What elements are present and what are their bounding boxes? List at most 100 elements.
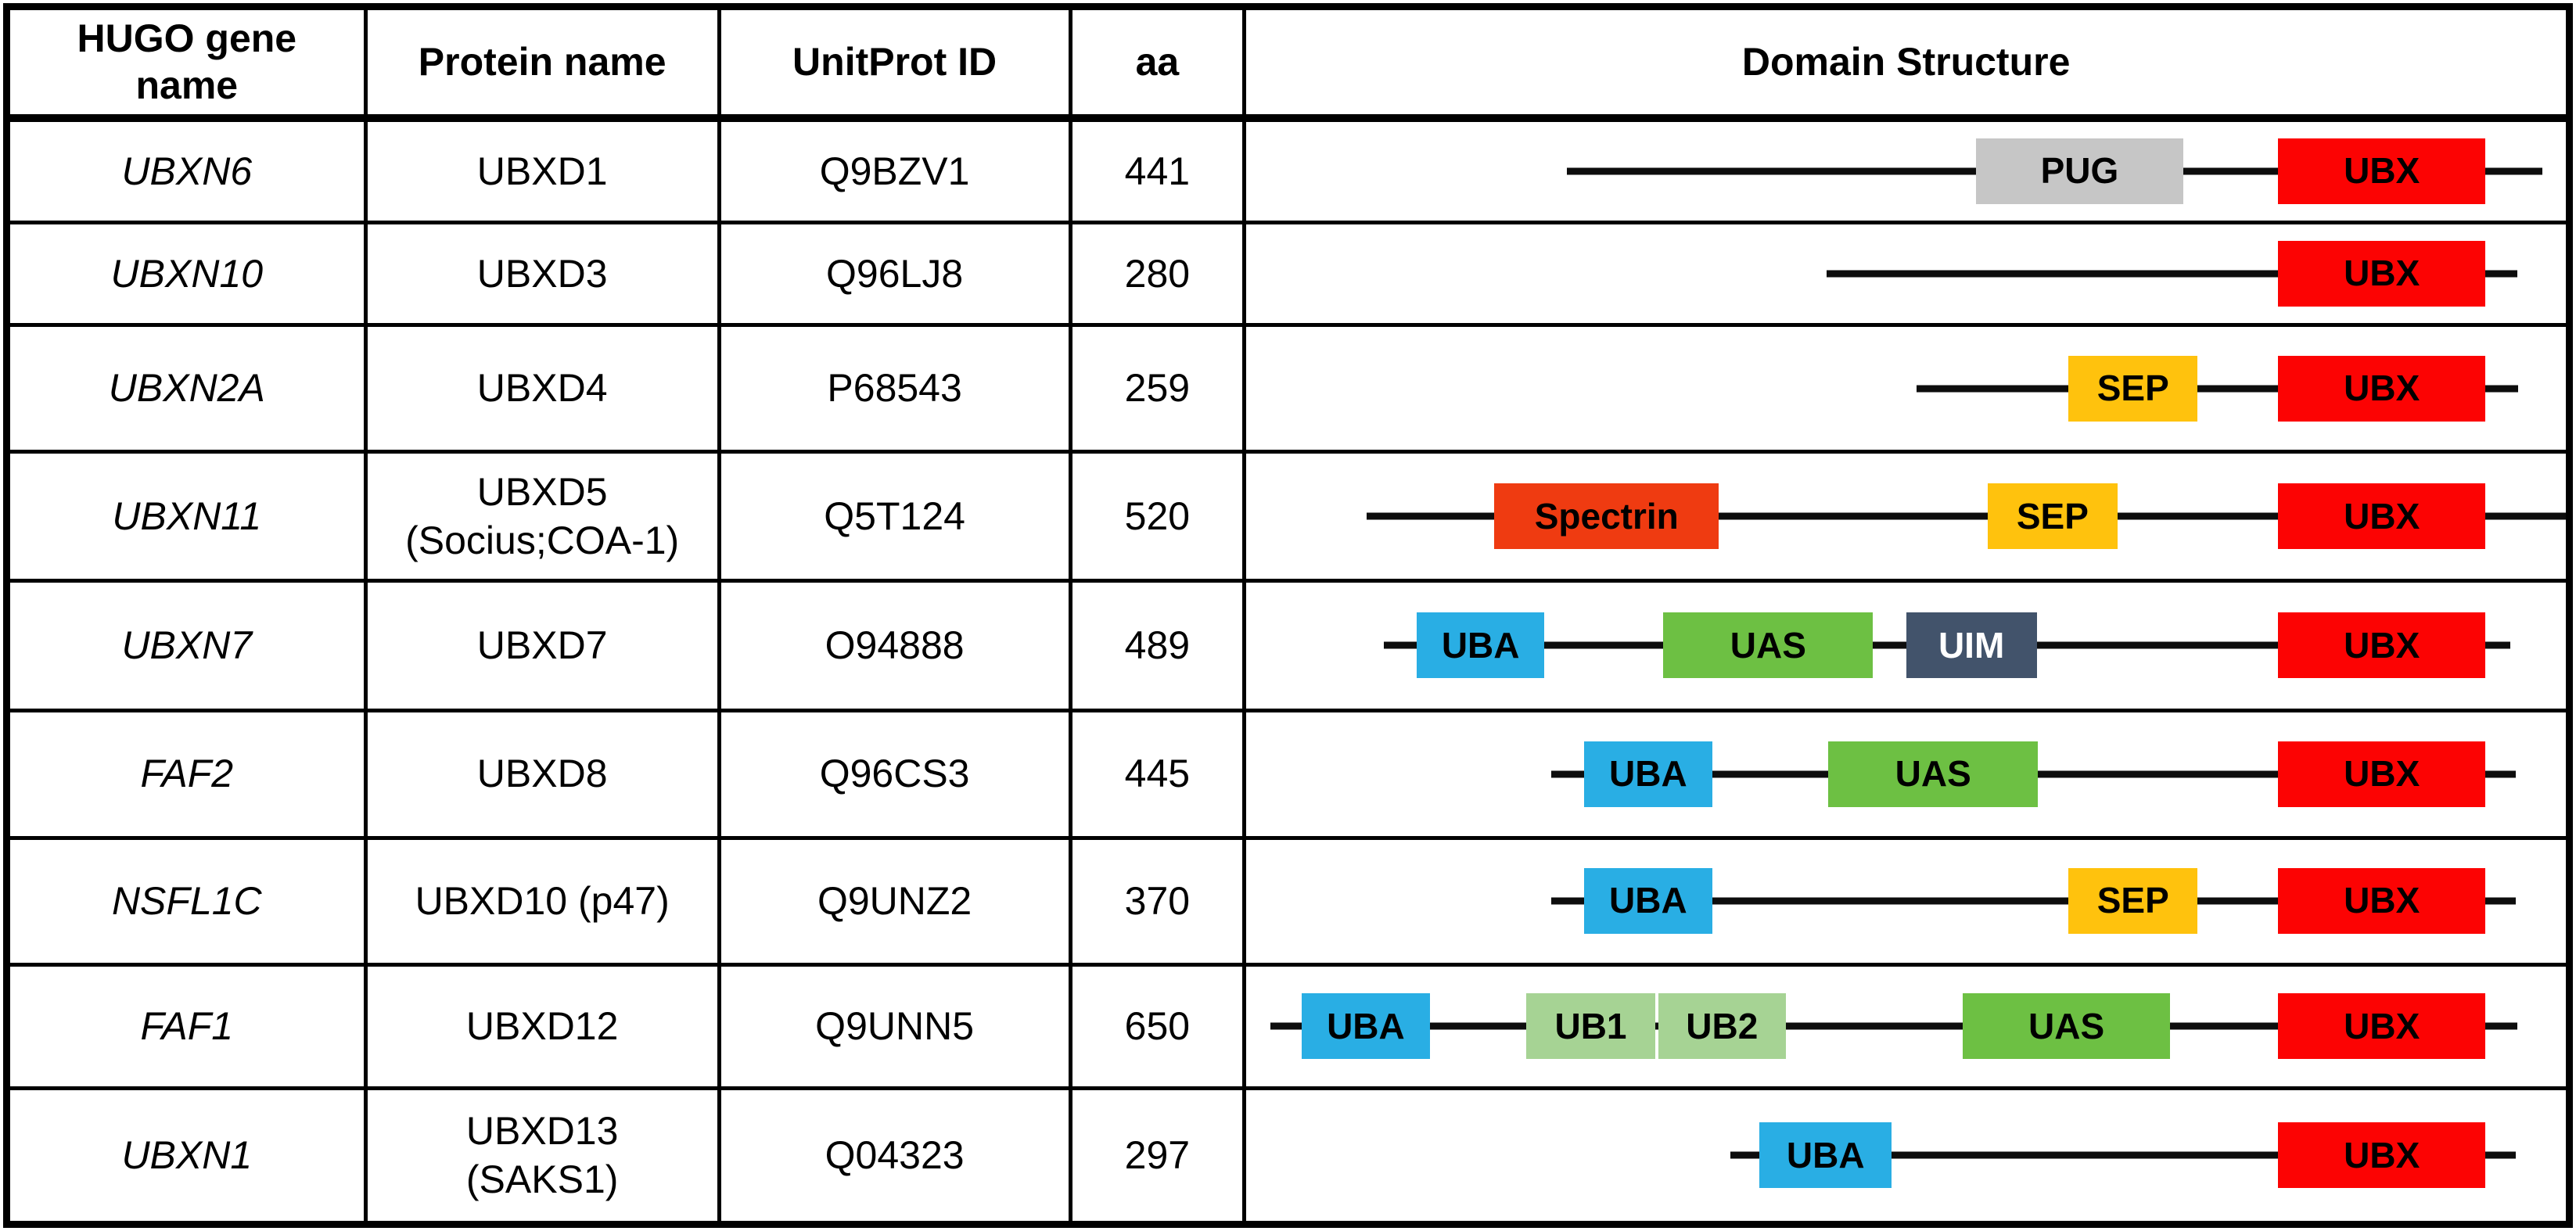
domain-diagram: PUG UBX [1248,122,2566,219]
uniprot-id: O94888 [717,579,1072,712]
uniprot-id: Q04323 [717,1086,1072,1227]
header-domain-structure: Domain Structure [1242,5,2571,122]
header-row: HUGO gene name Protein name UnitProt ID … [5,5,2571,122]
domain-box-uim: UIM [1906,612,2037,679]
protein-name: UBXD13 (SAKS1) [363,1086,721,1227]
uniprot-id: Q96CS3 [717,708,1072,840]
backbone-line [1270,1022,2517,1030]
backbone-line [1366,512,2566,520]
domain-box-ubx: UBX [2278,993,2486,1060]
gene-name: UBXN1 [5,1086,368,1227]
header-uniprot-id: UnitProt ID [717,5,1072,122]
aa-count: 650 [1068,962,1247,1090]
aa-count: 259 [1068,323,1247,454]
domain-box-uas: UAS [1963,993,2170,1060]
gene-name: UBXN7 [5,579,368,712]
protein-name: UBXD3 [363,221,721,328]
table-row: UBXN6 UBXD1 Q9BZV1 441 PUG UBX [5,115,2571,225]
domain-box-uba: UBA [1416,612,1545,679]
domain-box-ubx: UBX [2278,741,2486,807]
table-row: UBXN10 UBXD3 Q96LJ8 280 UBX [5,221,2571,328]
domain-box-sep: SEP [2068,868,2198,935]
domain-diagram: UBA SEP UBX [1248,842,2566,960]
uniprot-id: Q5T124 [717,450,1072,583]
domain-structure-cell: PUG UBX [1242,115,2571,225]
domain-structure-cell: Spectrin SEP UBX [1242,450,2571,583]
table-row: FAF2 UBXD8 Q96CS3 445 UBA UAS UBX [5,708,2571,840]
domain-box-ubx: UBX [2278,138,2486,204]
table-row: UBXN2A UBXD4 P68543 259 SEP UBX [5,323,2571,454]
aa-count: 441 [1068,115,1247,225]
domain-structure-cell: UBA UAS UBX [1242,708,2571,840]
domain-box-ubx: UBX [2278,355,2486,422]
gene-name: FAF1 [5,962,368,1090]
domain-box-uas: UAS [1663,612,1874,679]
domain-box-uba: UBA [1584,741,1712,807]
domain-box-ubx: UBX [2278,612,2486,679]
table-row: UBXN7 UBXD7 O94888 489 UBA UAS UIM UBX [5,579,2571,712]
backbone-line [1730,1151,2516,1159]
table-row: NSFL1C UBXD10 (p47) Q9UNZ2 370 UBA SEP UBX [5,835,2571,967]
backbone-line [1827,270,2517,278]
protein-name: UBXD8 [363,708,721,840]
backbone-line [1550,897,2516,905]
domain-structure-cell: UBA UB1 UB2 UAS UBX [1242,962,2571,1090]
gene-name: UBXN11 [5,450,368,583]
table-row: UBXN11 UBXD5 (Socius;COA-1) Q5T124 520 S… [5,450,2571,583]
table-row: FAF1 UBXD12 Q9UNN5 650 UBA UB1 UB2 UAS UBX [5,962,2571,1090]
domain-diagram: Spectrin SEP UBX [1248,456,2566,577]
domain-box-uas: UAS [1828,741,2039,807]
aa-count: 280 [1068,221,1247,328]
domain-box-ubx: UBX [2278,1122,2486,1189]
uniprot-id: Q9UNZ2 [717,835,1072,967]
domain-box-ub1: UB1 [1525,993,1656,1060]
gene-name: UBXN2A [5,323,368,454]
domain-structure-cell: UBA UAS UIM UBX [1242,579,2571,712]
domain-diagram: UBA UAS UBX [1248,714,2566,834]
protein-name: UBXD4 [363,323,721,454]
domain-diagram: UBX [1248,227,2566,321]
domain-diagram: UBA UB1 UB2 UAS UBX [1248,968,2566,1084]
domain-structure-cell: UBA SEP UBX [1242,835,2571,967]
aa-count: 520 [1068,450,1247,583]
domain-box-spectrin: Spectrin [1494,483,1719,550]
domain-diagram: SEP UBX [1248,329,2566,448]
domain-box-uba: UBA [1302,993,1430,1060]
domain-box-uba: UBA [1759,1122,1892,1189]
backbone-line [1917,385,2519,393]
uniprot-id: Q9BZV1 [717,115,1072,225]
ubx-protein-table: HUGO gene name Protein name UnitProt ID … [3,3,2573,1228]
protein-name: UBXD10 (p47) [363,835,721,967]
header-aa: aa [1068,5,1247,122]
aa-count: 445 [1068,708,1247,840]
gene-name: UBXN6 [5,115,368,225]
header-hugo-gene-name: HUGO gene name [5,5,368,122]
domain-box-ub2: UB2 [1658,993,1787,1060]
domain-box-ubx: UBX [2278,241,2486,307]
domain-structure-cell: UBA UBX [1242,1086,2571,1227]
domain-diagram: UBA UAS UIM UBX [1248,585,2566,706]
aa-count: 297 [1068,1086,1247,1227]
protein-name: UBXD5 (Socius;COA-1) [363,450,721,583]
protein-name: UBXD7 [363,579,721,712]
domain-box-ubx: UBX [2278,483,2486,550]
protein-name: UBXD1 [363,115,721,225]
gene-name: FAF2 [5,708,368,840]
aa-count: 370 [1068,835,1247,967]
protein-name: UBXD12 [363,962,721,1090]
domain-box-pug: PUG [1976,138,2183,204]
domain-box-ubx: UBX [2278,868,2486,935]
uniprot-id: Q96LJ8 [717,221,1072,328]
table-row: UBXN1 UBXD13 (SAKS1) Q04323 297 UBA UBX [5,1086,2571,1227]
uniprot-id: P68543 [717,323,1072,454]
domain-box-sep: SEP [1988,483,2118,550]
domain-structure-cell: SEP UBX [1242,323,2571,454]
domain-diagram: UBA UBX [1248,1092,2566,1220]
domain-box-uba: UBA [1584,868,1712,935]
domain-structure-cell: UBX [1242,221,2571,328]
gene-name: UBXN10 [5,221,368,328]
domain-box-sep: SEP [2068,355,2198,422]
header-protein-name: Protein name [363,5,721,122]
gene-name: NSFL1C [5,835,368,967]
uniprot-id: Q9UNN5 [717,962,1072,1090]
